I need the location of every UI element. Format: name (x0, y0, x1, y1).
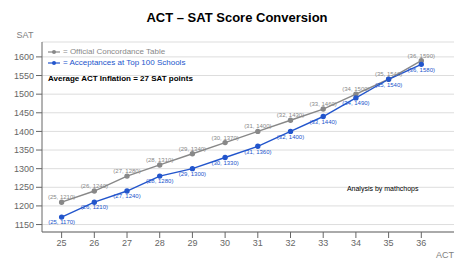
svg-text:33: 33 (318, 238, 328, 248)
svg-text:(34, 1500): (34, 1500) (342, 86, 369, 92)
svg-text:1150: 1150 (15, 220, 34, 230)
svg-text:1450: 1450 (14, 108, 34, 118)
svg-text:(28, 1280): (28, 1280) (146, 178, 173, 184)
svg-text:(29, 1300): (29, 1300) (179, 171, 206, 177)
html-text:= Official Concordance Table: = Official Concordance Table (63, 47, 166, 56)
svg-text:(30, 1370): (30, 1370) (211, 135, 238, 141)
svg-text:(26, 1240): (26, 1240) (81, 183, 108, 189)
svg-text:28: 28 (155, 238, 165, 248)
svg-text:27: 27 (122, 238, 132, 248)
svg-text:(32, 1430): (32, 1430) (277, 112, 304, 118)
svg-text:1300: 1300 (14, 164, 34, 174)
svg-text:(34, 1490): (34, 1490) (342, 100, 369, 106)
svg-text:(36, 1580): (36, 1580) (408, 67, 435, 73)
svg-text:(36, 1590): (36, 1590) (408, 53, 435, 59)
svg-text:29: 29 (187, 238, 197, 248)
svg-text:26: 26 (89, 238, 99, 248)
html-text:ACT – SAT Score Conversion: ACT – SAT Score Conversion (146, 10, 328, 25)
svg-text:1350: 1350 (14, 145, 34, 155)
html-text:Analysis by mathchops: Analysis by mathchops (346, 185, 419, 193)
svg-text:1550: 1550 (14, 71, 34, 81)
svg-text:1250: 1250 (14, 182, 34, 192)
svg-text:31: 31 (253, 238, 263, 248)
svg-text:34: 34 (351, 238, 361, 248)
svg-text:(31, 1400): (31, 1400) (244, 123, 271, 129)
svg-text:(32, 1400): (32, 1400) (277, 134, 304, 140)
svg-text:SAT: SAT (17, 30, 34, 40)
svg-text:1600: 1600 (14, 52, 34, 62)
svg-text:1400: 1400 (14, 127, 34, 137)
svg-text:(30, 1330): (30, 1330) (211, 160, 238, 166)
svg-text:(33, 1440): (33, 1440) (310, 119, 337, 125)
svg-text:25: 25 (57, 238, 67, 248)
html-text:Average ACT Inflation = 27 SAT: Average ACT Inflation = 27 SAT points (48, 74, 193, 83)
svg-text:36: 36 (416, 238, 426, 248)
svg-text:(25, 1170): (25, 1170) (48, 219, 75, 225)
svg-text:(29, 1340): (29, 1340) (179, 146, 206, 152)
svg-text:(35, 1540): (35, 1540) (375, 71, 402, 77)
svg-text:(25, 1210): (25, 1210) (48, 194, 75, 200)
svg-text:ACT: ACT (436, 250, 455, 258)
svg-text:(26, 1210): (26, 1210) (81, 204, 108, 210)
svg-text:(27, 1280): (27, 1280) (113, 168, 140, 174)
svg-text:32: 32 (286, 238, 296, 248)
svg-text:(33, 1460): (33, 1460) (310, 101, 337, 107)
html-text:= Acceptances at Top 100 Schoo: = Acceptances at Top 100 Schools (63, 58, 186, 67)
svg-text:(35, 1540): (35, 1540) (375, 82, 402, 88)
svg-text:35: 35 (384, 238, 394, 248)
svg-text:30: 30 (220, 238, 230, 248)
svg-text:1200: 1200 (14, 201, 34, 211)
svg-text:(28, 1310): (28, 1310) (146, 157, 173, 163)
svg-text:1500: 1500 (14, 89, 34, 99)
svg-text:(27, 1240): (27, 1240) (113, 193, 140, 199)
svg-text:(31, 1360): (31, 1360) (244, 149, 271, 155)
